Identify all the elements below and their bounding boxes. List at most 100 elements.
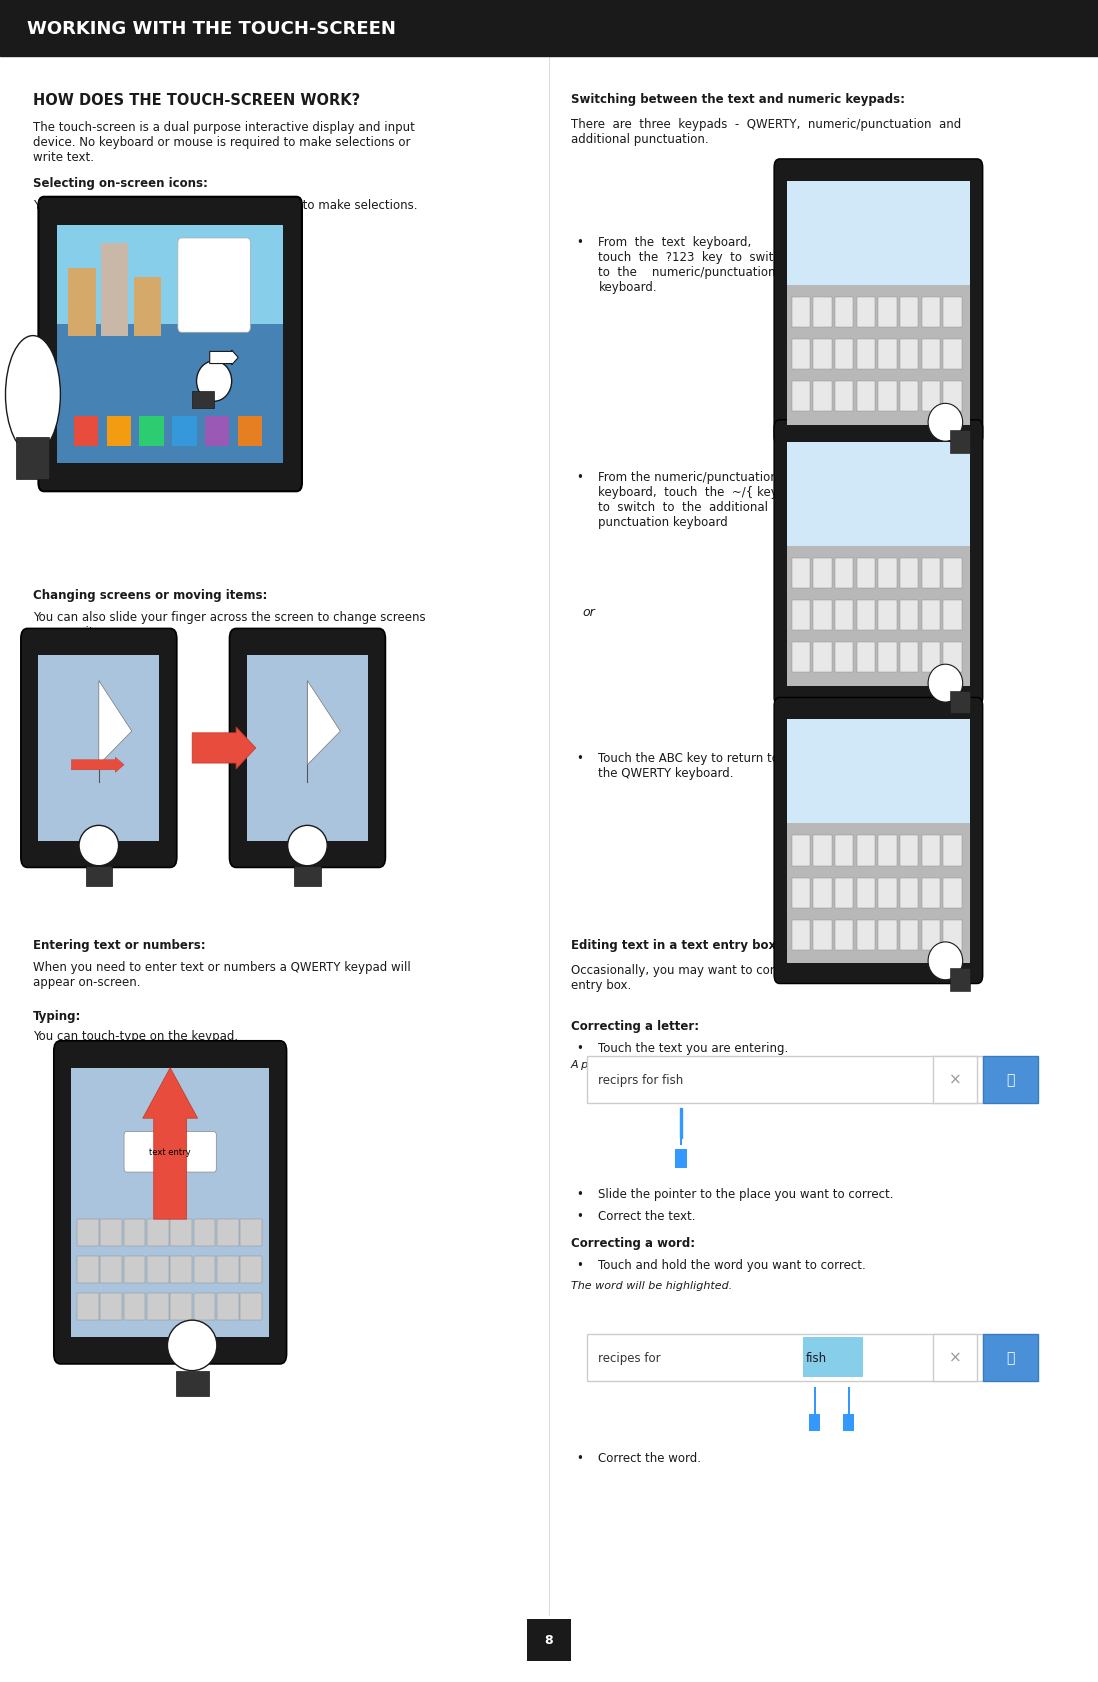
Ellipse shape — [288, 826, 327, 866]
Bar — [836, 558, 853, 589]
Bar — [787, 824, 970, 964]
Bar — [787, 442, 970, 550]
Bar — [147, 1256, 169, 1283]
Bar — [856, 558, 875, 589]
Text: 8: 8 — [545, 1633, 553, 1647]
Bar — [217, 1219, 239, 1246]
Bar — [856, 600, 875, 631]
Text: text entry: text entry — [149, 1147, 191, 1157]
Bar — [836, 382, 853, 412]
Bar — [134, 278, 161, 336]
Bar — [193, 1219, 215, 1246]
Bar — [193, 1256, 215, 1283]
Text: WORKING WITH THE TOUCH-SCREEN: WORKING WITH THE TOUCH-SCREEN — [27, 20, 396, 37]
Polygon shape — [307, 681, 340, 765]
Bar — [803, 1337, 863, 1378]
Bar — [792, 836, 810, 866]
Bar — [587, 1334, 983, 1381]
Bar — [527, 1618, 571, 1662]
Bar — [922, 643, 940, 673]
Bar — [900, 878, 919, 908]
Bar — [922, 600, 940, 631]
FancyBboxPatch shape — [229, 629, 385, 868]
Bar — [170, 1219, 192, 1246]
Bar — [878, 298, 897, 328]
Bar — [900, 643, 919, 673]
Bar — [951, 969, 971, 992]
Ellipse shape — [928, 942, 963, 981]
Bar — [836, 298, 853, 328]
Text: HOW DOES THE TOUCH-SCREEN WORK?: HOW DOES THE TOUCH-SCREEN WORK? — [33, 93, 360, 108]
Bar — [856, 382, 875, 412]
Bar — [792, 878, 810, 908]
Bar — [71, 1068, 269, 1337]
Bar — [900, 836, 919, 866]
Ellipse shape — [928, 404, 963, 442]
Bar — [57, 325, 283, 463]
FancyBboxPatch shape — [774, 420, 983, 706]
Bar — [238, 415, 262, 447]
Bar — [900, 600, 919, 631]
Bar — [176, 1371, 209, 1396]
Bar — [123, 1293, 145, 1320]
Bar — [878, 382, 897, 412]
Text: Correct the word.: Correct the word. — [598, 1452, 702, 1465]
Text: Editing text in a text entry box:: Editing text in a text entry box: — [571, 939, 781, 952]
Bar — [900, 298, 919, 328]
Text: Correct the text.: Correct the text. — [598, 1209, 696, 1223]
Text: reciprs for fish: reciprs for fish — [598, 1073, 684, 1087]
Bar — [836, 600, 853, 631]
Bar — [170, 1293, 192, 1320]
Text: •: • — [576, 471, 583, 484]
Bar — [57, 227, 283, 345]
Bar — [943, 382, 962, 412]
Text: Touch and hold the word you want to correct.: Touch and hold the word you want to corr… — [598, 1258, 866, 1272]
Bar — [878, 340, 897, 370]
Text: Selecting on-screen icons:: Selecting on-screen icons: — [33, 177, 208, 190]
FancyBboxPatch shape — [178, 239, 250, 333]
FancyArrow shape — [210, 352, 238, 365]
Bar — [77, 1256, 99, 1283]
Text: There  are  three  keypads  -  QWERTY,  numeric/punctuation  and
additional punc: There are three keypads - QWERTY, numeri… — [571, 118, 961, 146]
Bar — [107, 415, 131, 447]
Text: A pointer will appear as shown in this Internet search example.: A pointer will appear as shown in this I… — [571, 1060, 923, 1070]
Bar — [787, 547, 970, 686]
Bar — [240, 1256, 262, 1283]
Bar — [814, 920, 832, 950]
Bar — [951, 431, 971, 452]
Bar — [792, 920, 810, 950]
Bar — [192, 392, 214, 409]
FancyBboxPatch shape — [38, 197, 302, 493]
Ellipse shape — [79, 826, 119, 866]
Bar — [900, 558, 919, 589]
Bar — [814, 558, 832, 589]
Bar — [240, 1293, 262, 1320]
Bar — [836, 340, 853, 370]
Text: You can touch icons or sections of the screen to make selections.: You can touch icons or sections of the s… — [33, 198, 417, 212]
Bar — [0, 0, 1098, 57]
Bar — [787, 286, 970, 426]
Bar — [100, 1293, 122, 1320]
Bar — [217, 1293, 239, 1320]
Text: •: • — [576, 1041, 583, 1055]
FancyArrow shape — [143, 1068, 198, 1219]
Text: •: • — [576, 1209, 583, 1223]
Bar — [792, 600, 810, 631]
Bar — [792, 298, 810, 328]
FancyBboxPatch shape — [124, 1132, 216, 1172]
Bar — [814, 298, 832, 328]
Ellipse shape — [197, 362, 232, 402]
Bar — [943, 600, 962, 631]
Text: From  the  text  keyboard,
touch  the  ?123  key  to  switch
to  the    numeric/: From the text keyboard, touch the ?123 k… — [598, 235, 787, 293]
Text: recipes for: recipes for — [598, 1351, 664, 1364]
Bar — [814, 1388, 816, 1418]
Bar — [922, 878, 940, 908]
Bar — [792, 382, 810, 412]
Polygon shape — [99, 681, 132, 765]
Bar — [814, 340, 832, 370]
Bar — [922, 836, 940, 866]
Bar — [836, 920, 853, 950]
Bar — [856, 298, 875, 328]
Bar — [856, 340, 875, 370]
Bar — [100, 1219, 122, 1246]
